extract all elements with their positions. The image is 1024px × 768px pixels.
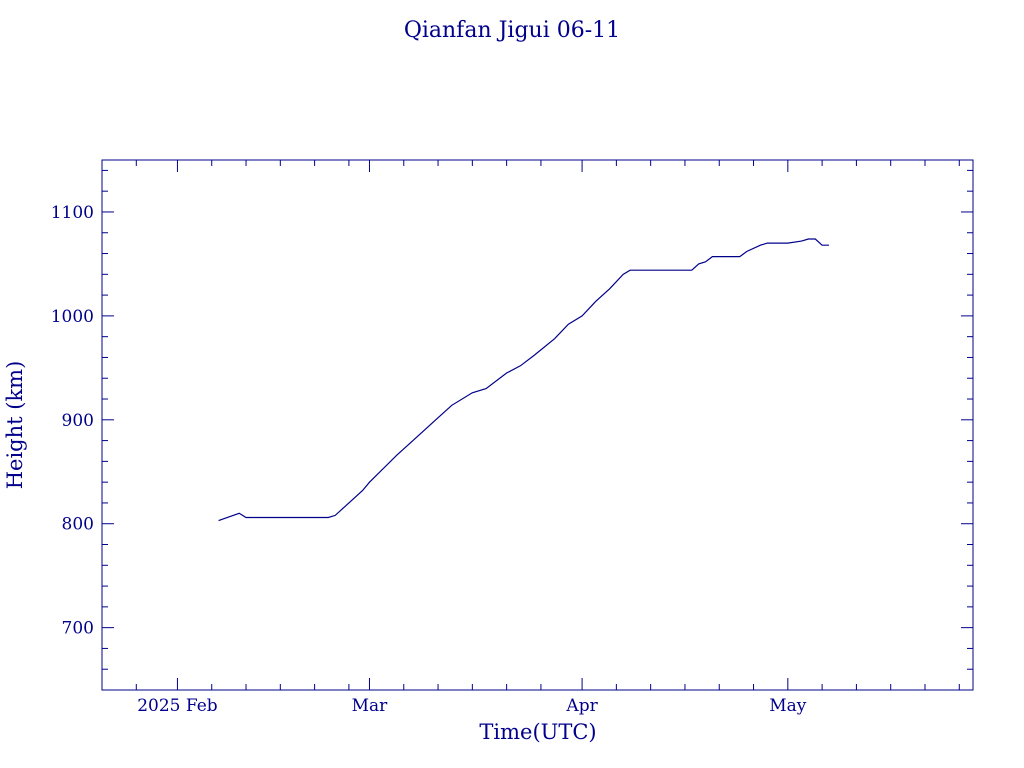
axis-ticks (101, 160, 973, 691)
x-tick-label: May (769, 696, 807, 716)
tick-labels: 700 800 900 1000 1100 2025 Feb Mar Apr May (51, 203, 807, 716)
y-tick-label: 700 (62, 619, 94, 639)
y-axis-label: Height (km) (3, 361, 27, 490)
chart-title: Qianfan Jigui 06-11 (404, 18, 620, 43)
x-axis-label: Time(UTC) (479, 720, 596, 744)
y-tick-label: 1100 (51, 203, 94, 223)
x-tick-label: Mar (352, 696, 389, 716)
x-tick-label: 2025 Feb (137, 696, 218, 716)
y-tick-label: 800 (62, 515, 94, 535)
x-tick-label: Apr (565, 696, 598, 716)
height-series-line (218, 238, 829, 522)
y-tick-label: 1000 (51, 307, 94, 327)
plot-frame (101, 159, 974, 691)
y-tick-label: 900 (62, 411, 94, 431)
